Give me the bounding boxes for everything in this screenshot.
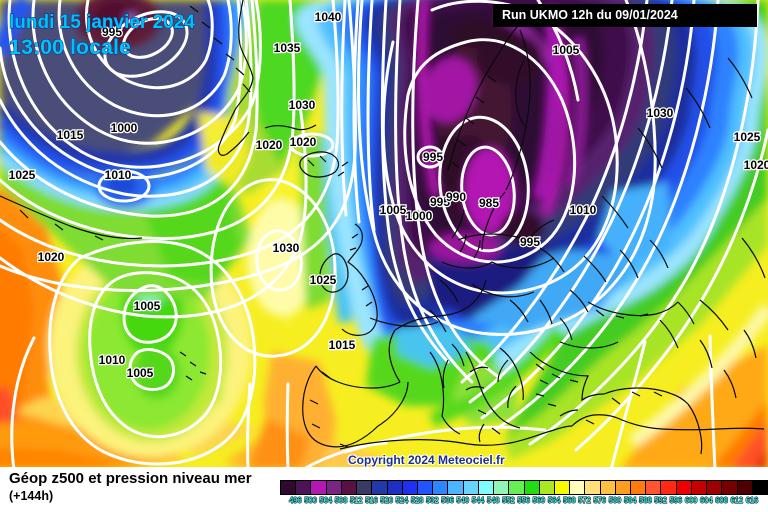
svg-text:1005: 1005 [127, 366, 154, 380]
svg-text:1010: 1010 [99, 353, 126, 367]
svg-text:1035: 1035 [274, 41, 301, 55]
svg-text:995: 995 [102, 25, 122, 39]
svg-text:1010: 1010 [570, 203, 597, 217]
svg-text:1005: 1005 [134, 299, 161, 313]
svg-text:1025: 1025 [9, 168, 36, 182]
svg-text:1030: 1030 [647, 106, 674, 120]
svg-text:1000: 1000 [111, 121, 138, 135]
svg-text:1020: 1020 [744, 158, 768, 172]
svg-text:1030: 1030 [273, 241, 300, 255]
svg-text:1010: 1010 [105, 168, 132, 182]
svg-text:1030: 1030 [289, 98, 316, 112]
svg-text:1025: 1025 [310, 273, 337, 287]
svg-text:1020: 1020 [290, 135, 317, 149]
svg-text:1020: 1020 [38, 250, 65, 264]
svg-text:985: 985 [479, 196, 499, 210]
svg-text:1005: 1005 [380, 203, 407, 217]
svg-text:1015: 1015 [329, 338, 356, 352]
svg-text:1020: 1020 [256, 138, 283, 152]
svg-text:1015: 1015 [57, 128, 84, 142]
svg-text:995: 995 [430, 195, 450, 209]
svg-text:1005: 1005 [553, 43, 580, 57]
svg-text:1040: 1040 [315, 10, 342, 24]
svg-text:1000: 1000 [406, 209, 433, 223]
svg-text:1025: 1025 [734, 130, 761, 144]
svg-text:995: 995 [423, 150, 443, 164]
svg-text:995: 995 [520, 235, 540, 249]
svg-text:990: 990 [446, 190, 466, 204]
